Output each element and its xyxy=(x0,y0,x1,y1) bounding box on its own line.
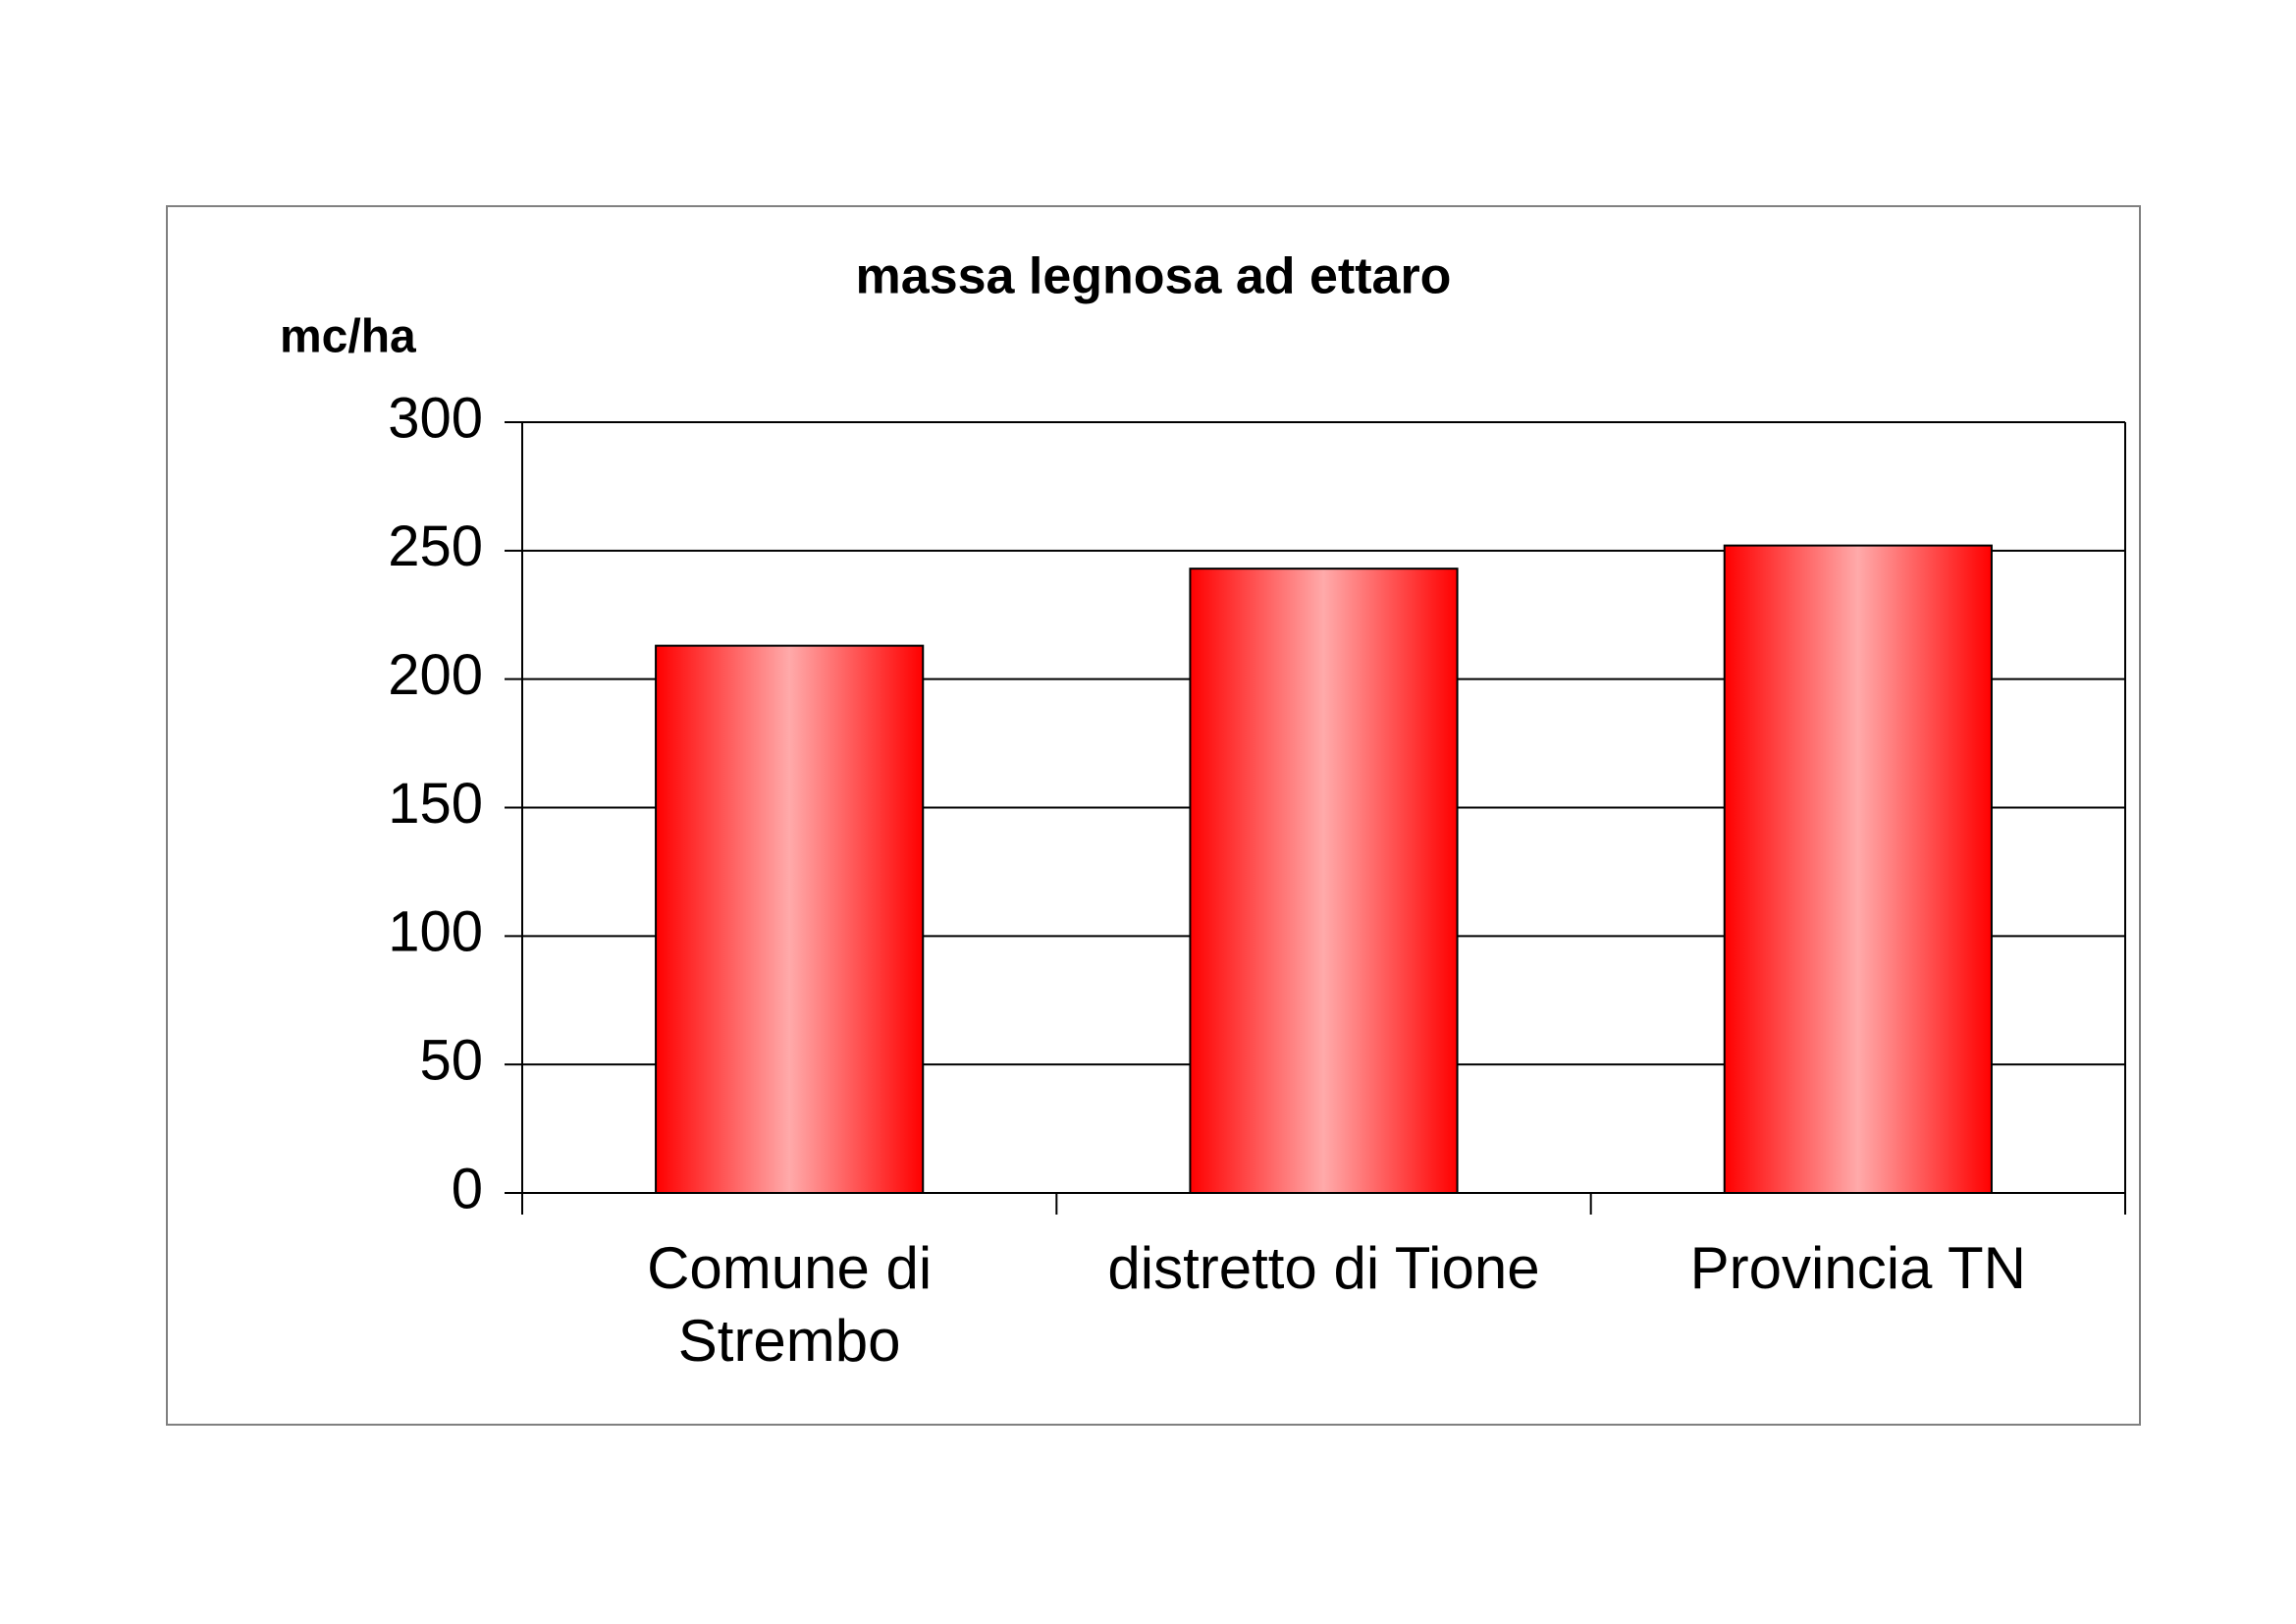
x-tick-label: distretto di Tione xyxy=(1107,1235,1540,1301)
y-tick-label: 300 xyxy=(388,386,483,450)
x-tick-label: Provincia TN xyxy=(1689,1235,2026,1301)
y-tick-label: 200 xyxy=(388,643,483,707)
x-tick-label: Comune di Strembo xyxy=(647,1235,933,1374)
bar xyxy=(1189,568,1459,1194)
bar xyxy=(1723,544,1993,1194)
y-tick-label: 50 xyxy=(419,1028,483,1092)
y-tick-label: 150 xyxy=(388,772,483,836)
y-tick-label: 0 xyxy=(452,1157,483,1220)
bar xyxy=(655,644,925,1194)
y-tick-label: 100 xyxy=(388,900,483,964)
y-axis-label: mc/ha xyxy=(280,311,416,363)
y-tick-label: 250 xyxy=(388,514,483,578)
chart-title: massa legnosa ad ettaro xyxy=(856,248,1452,305)
